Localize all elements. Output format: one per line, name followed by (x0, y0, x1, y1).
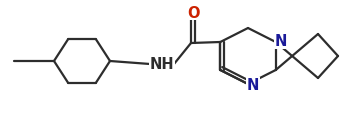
Text: N: N (275, 34, 287, 49)
Text: N: N (247, 78, 259, 93)
Text: NH: NH (150, 57, 174, 72)
Text: O: O (187, 5, 199, 20)
